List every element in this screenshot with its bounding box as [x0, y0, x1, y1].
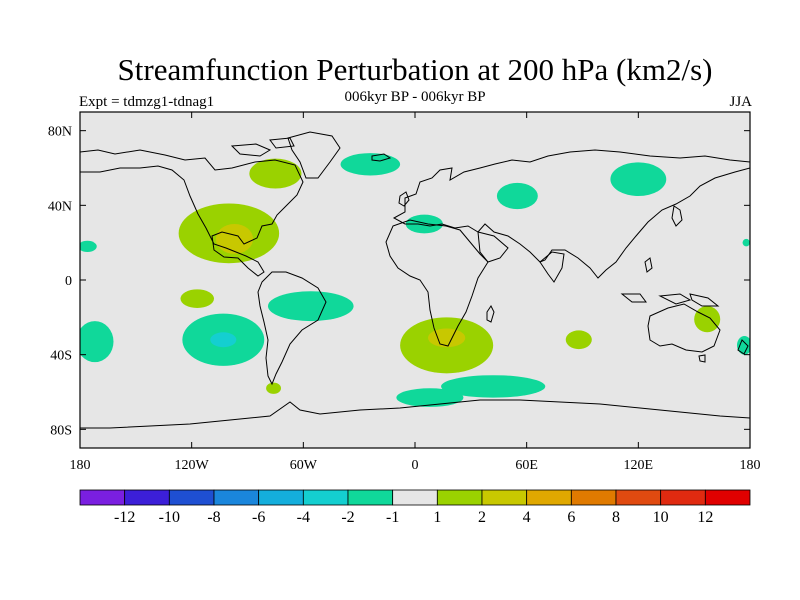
colorbar-swatch-2: [168, 489, 215, 506]
colorbar-label-5: -2: [341, 509, 354, 526]
colorbar-swatch-12: [615, 489, 662, 506]
colorbar-label-13: 12: [697, 509, 713, 526]
anomaly-region-21: [441, 375, 546, 398]
y-tick-label-2: 0: [65, 274, 72, 289]
colorbar-swatch-8: [436, 489, 483, 506]
x-tick-label-0: 180: [70, 458, 91, 473]
anomaly-region-22: [396, 388, 464, 407]
colorbar: -12 -10 -8 -6 -4 -2 -1 1 2 4 6 8 10 12: [79, 489, 751, 526]
colorbar-swatch-4: [258, 489, 304, 506]
colorbar-swatch-6: [347, 489, 394, 506]
colorbar-swatch-5: [302, 489, 349, 506]
anomaly-region-18: [736, 336, 750, 355]
colorbar-swatch-1: [124, 489, 170, 506]
colorbar-swatch-7: [392, 489, 438, 506]
colorbar-label-6: -1: [386, 509, 399, 526]
chart-subtitle: 006kyr BP - 006kyr BP: [344, 89, 486, 105]
anomaly-region-20: [742, 238, 750, 247]
anomaly-region-3: [249, 158, 302, 189]
anomaly-region-10: [340, 153, 401, 176]
colorbar-label-9: 4: [523, 509, 531, 526]
colorbar-swatch-3: [213, 489, 260, 506]
anomaly-region-15: [428, 328, 466, 348]
colorbar-label-1: -10: [159, 509, 180, 526]
anomaly-region-12: [496, 182, 538, 210]
anomaly-region-1: [215, 224, 254, 254]
colorbar-label-0: -12: [114, 509, 135, 526]
colorbar-label-4: -4: [297, 509, 310, 526]
x-tick-label-1: 120W: [175, 458, 210, 473]
colorbar-label-11: 8: [612, 509, 620, 526]
colorbar-swatch-10: [526, 489, 572, 506]
y-tick-label-0: 80N: [48, 125, 72, 140]
map-axes: 180 120W 60W 0 60E 120E 180 80N 40N 0 40S 80S: [48, 112, 761, 473]
x-tick-label-3: 0: [412, 458, 419, 473]
season-label: JJA: [729, 94, 752, 110]
colorbar-swatch-0: [79, 489, 126, 506]
coastlines: [80, 131, 750, 429]
colorbar-label-12: 10: [653, 509, 669, 526]
anomaly-region-9: [266, 382, 281, 394]
y-tick-label-4: 80S: [50, 423, 72, 438]
colorbar-label-3: -6: [252, 509, 265, 526]
anomaly-region-8: [267, 291, 354, 322]
anomaly-region-4: [80, 240, 97, 252]
colorbar-label-8: 2: [478, 509, 486, 526]
y-tick-label-3: 40S: [50, 349, 72, 364]
colorbar-label-2: -8: [207, 509, 220, 526]
x-tick-label-5: 120E: [624, 458, 654, 473]
x-tick-label-2: 60W: [290, 458, 318, 473]
anomaly-region-13: [610, 162, 667, 196]
colorbar-swatch-9: [481, 489, 528, 506]
anomaly-region-19: [80, 337, 86, 353]
anomaly-region-16: [565, 330, 592, 350]
colorbar-swatch-14: [704, 489, 751, 506]
y-tick-label-1: 40N: [48, 199, 72, 214]
x-tick-label-6: 180: [740, 458, 761, 473]
colorbar-swatch-13: [660, 489, 706, 506]
anomaly-region-2: [180, 289, 214, 308]
anomaly-region-17: [694, 306, 721, 333]
colorbar-swatch-11: [570, 489, 617, 506]
experiment-label: Expt = tdmzg1-tdnag1: [79, 94, 215, 110]
chart-title: Streamfunction Perturbation at 200 hPa (…: [117, 52, 713, 87]
anomaly-region-5: [80, 321, 114, 363]
colorbar-label-10: 6: [567, 509, 575, 526]
anomaly-region-11: [405, 214, 443, 234]
colorbar-label-7: 1: [433, 509, 441, 526]
anomaly-region-7: [210, 332, 237, 348]
x-tick-label-4: 60E: [515, 458, 538, 473]
